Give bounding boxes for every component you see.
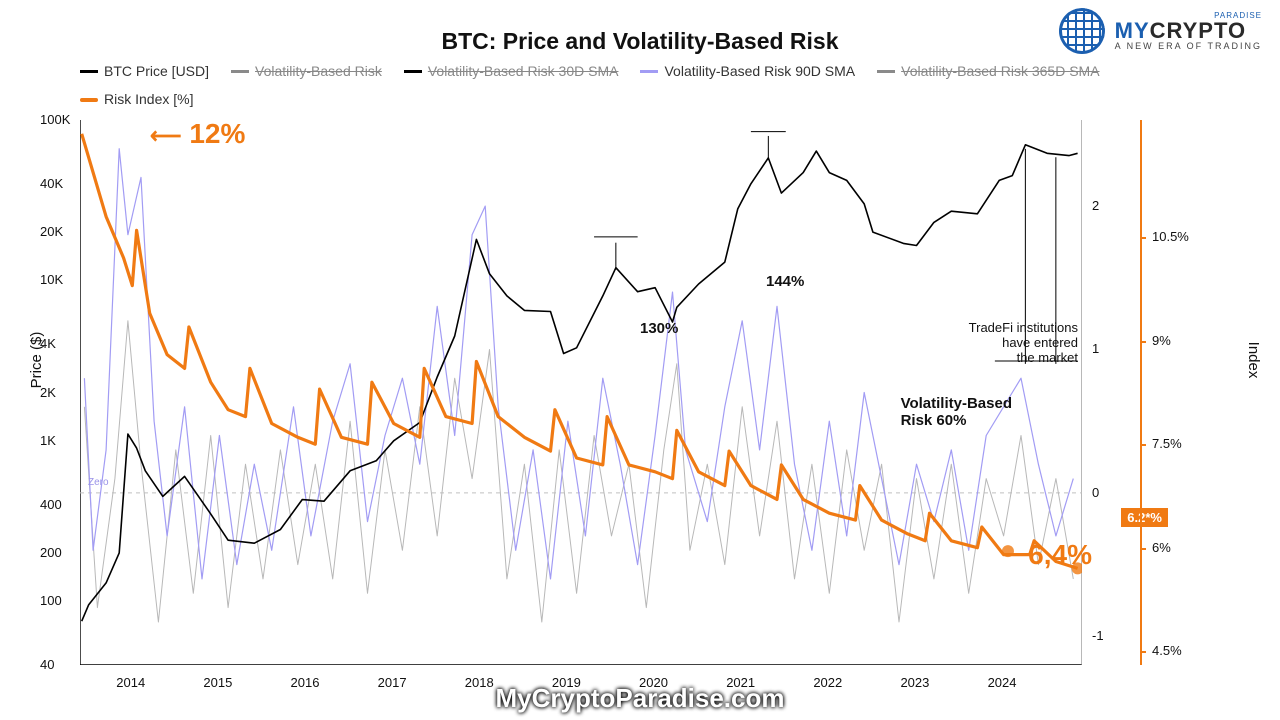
chart-svg [80,120,1082,665]
end-pct-label: 6,4% [1028,539,1092,571]
legend-item: Volatility-Based Risk 90D SMA [640,60,855,82]
y-idx-tick: -1 [1092,628,1104,643]
ann-144: 144% [766,273,804,290]
y-left-tick: 10K [40,272,63,287]
x-tick: 2020 [639,675,668,690]
y-left-tick: 4K [40,336,56,351]
legend-item: Risk Index [%] [80,88,193,110]
globe-icon [1059,8,1105,54]
x-tick: 2023 [900,675,929,690]
logo-sub: A NEW ERA OF TRADING [1115,42,1262,51]
y-left-tick: 40 [40,657,54,672]
legend-item: BTC Price [USD] [80,60,209,82]
zero-label: Zero [88,477,109,488]
y-idx-tick: 0 [1092,485,1099,500]
y-left-tick: 20K [40,224,63,239]
y-pct-tick: 4.5% [1152,643,1182,658]
legend-item: Volatility-Based Risk [231,60,382,82]
y-pct-tick: 6% [1152,540,1171,555]
plot-area: ⟵ 12% 6,4% 130% 144% Volatility-Based Ri… [80,120,1082,665]
y-left-tick: 40K [40,176,63,191]
y-pct-tick: 10.5% [1152,229,1189,244]
y-left-tick: 1K [40,433,56,448]
legend-item: Volatility-Based Risk 30D SMA [404,60,619,82]
chart-container: BTC: Price and Volatility-Based Risk PAR… [0,0,1280,720]
x-tick: 2022 [813,675,842,690]
ann-tradfi: TradeFi institutions have entered the ma… [969,320,1078,365]
y-axis-right-label: Index [1245,342,1262,379]
x-tick: 2019 [552,675,581,690]
x-tick: 2014 [116,675,145,690]
y-idx-tick: 2 [1092,198,1099,213]
legend: BTC Price [USD] Volatility-Based Risk Vola… [80,60,1110,111]
y-left-tick: 400 [40,497,62,512]
y-left-tick: 100K [40,112,70,127]
x-tick: 2015 [203,675,232,690]
ann-vol60: Volatility-Based Risk 60% [901,395,1012,429]
start-pct-label: ⟵ 12% [150,118,245,150]
y-pct-tick: 7.5% [1152,436,1182,451]
x-tick: 2021 [726,675,755,690]
y-left-tick: 2K [40,385,56,400]
x-tick: 2016 [291,675,320,690]
x-tick: 2018 [465,675,494,690]
y-pct-tick: 9% [1152,333,1171,348]
x-tick: 2024 [988,675,1017,690]
current-badge: 6.2*% [1121,508,1168,527]
y-idx-tick: 1 [1092,341,1099,356]
brand-logo: PARADISE MYCRYPTO A NEW ERA OF TRADING [1059,8,1262,54]
ann-130: 130% [640,320,678,337]
y-left-tick: 100 [40,593,62,608]
x-tick: 2017 [378,675,407,690]
y-left-tick: 200 [40,545,62,560]
legend-item: Volatility-Based Risk 365D SMA [877,60,1099,82]
